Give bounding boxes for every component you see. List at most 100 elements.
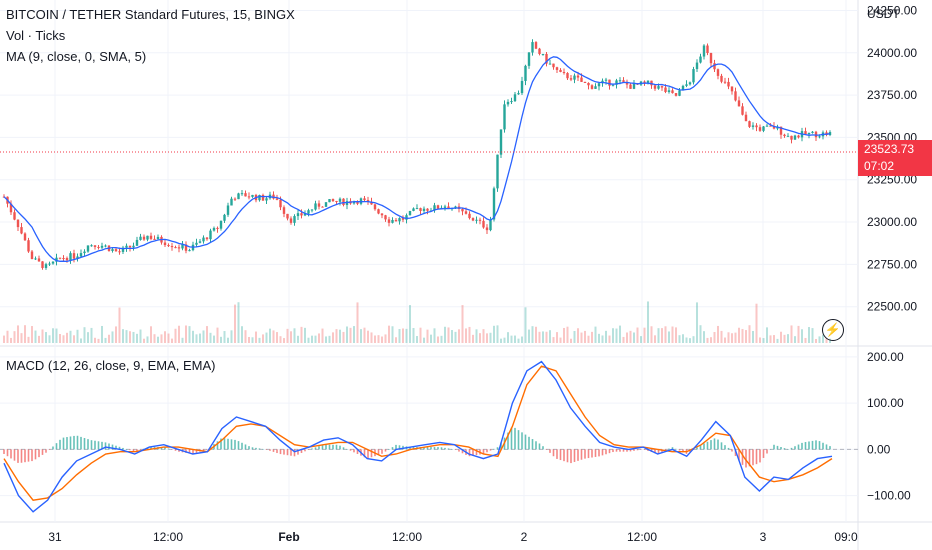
candle-body <box>408 210 412 216</box>
macd-histogram-bar <box>370 449 373 458</box>
macd-histogram-bar <box>412 447 415 450</box>
volume-bar <box>342 331 345 343</box>
macd-histogram-bar <box>108 443 110 450</box>
volume-bar <box>808 327 810 343</box>
macd-histogram-bar <box>486 449 488 453</box>
time-axis[interactable]: 31 12:00 Feb 12:00 2 12:00 3 09:0 <box>48 530 858 544</box>
volume-legend[interactable]: Vol · Ticks <box>6 28 66 43</box>
volume-bar <box>696 302 698 343</box>
candle-body <box>503 104 506 130</box>
candle-body <box>709 52 713 64</box>
macd-histogram-bar <box>447 448 450 450</box>
candle-body <box>202 237 205 242</box>
volume-bar <box>521 336 523 343</box>
volume-bar <box>248 336 250 343</box>
candle-body <box>156 236 160 240</box>
candle-body <box>520 80 524 94</box>
macd-axis[interactable]: −100.00 0.00 100.00 200.00 <box>867 350 911 503</box>
candle-body <box>569 78 573 80</box>
candle-body <box>261 195 265 201</box>
volume-bar <box>409 305 411 343</box>
price-tick-label: 24250.00 <box>867 3 917 17</box>
volume-bar <box>13 331 16 343</box>
volume-bar <box>55 328 58 343</box>
candle-body <box>583 81 587 84</box>
candle-body <box>797 135 800 138</box>
volume-bar <box>528 329 530 343</box>
volume-bar <box>440 335 443 343</box>
macd-histogram-bar <box>521 432 523 450</box>
macd-histogram-bar <box>727 447 730 450</box>
macd-histogram-bar <box>27 449 30 462</box>
candle-body <box>611 84 615 86</box>
candle-body <box>303 213 307 216</box>
volume-bar <box>332 332 334 343</box>
volume-bar <box>745 330 747 343</box>
candle-body <box>702 45 706 57</box>
candle-body <box>758 127 762 131</box>
candle-body <box>485 227 489 231</box>
macd-histogram-bar <box>500 442 502 450</box>
macd-histogram-bar <box>801 442 803 450</box>
price-tick-label: 23000.00 <box>867 215 917 229</box>
volume-bar <box>143 338 145 343</box>
volume-bar <box>510 335 513 343</box>
macd-histogram-bar <box>591 449 593 458</box>
candle-body <box>482 220 485 228</box>
macd-histogram-bar <box>409 446 411 450</box>
candle-body <box>307 210 310 214</box>
macd-histogram-bar <box>717 439 719 450</box>
candle-body <box>769 125 772 127</box>
macd-histogram-bar <box>363 449 366 458</box>
candle-body <box>275 198 279 200</box>
macd-histogram-bar <box>696 447 698 450</box>
candle-body <box>62 258 65 260</box>
macd-histogram-bar <box>489 449 492 451</box>
candle-body <box>664 87 667 92</box>
macd-histogram-bar <box>59 439 61 450</box>
volume-bar <box>591 331 593 343</box>
macd-histogram-bar <box>230 439 233 450</box>
macd-histogram-bar <box>475 449 478 456</box>
candle-body <box>660 86 664 88</box>
candle-body <box>517 93 520 95</box>
macd-histogram-bar <box>10 449 12 459</box>
macd-histogram-bar <box>248 446 250 450</box>
macd-histogram-bar <box>150 447 152 450</box>
macd-histogram-bar <box>822 442 824 450</box>
volume-bar <box>73 335 75 343</box>
candle-body <box>657 86 660 89</box>
volume-bar <box>115 326 117 343</box>
candle-body <box>405 215 408 220</box>
volume-bar <box>472 334 474 343</box>
macd-histogram-bar <box>318 446 320 450</box>
volume-bar <box>31 326 33 343</box>
candle-body <box>48 263 51 265</box>
ma-legend[interactable]: MA (9, close, 0, SMA, 5) <box>6 49 147 64</box>
candle-body <box>370 201 373 205</box>
volume-bar <box>276 332 278 343</box>
candle-body <box>69 253 72 261</box>
candle-body <box>209 230 212 240</box>
macd-histogram-bar <box>45 449 47 453</box>
time-tick-label: 31 <box>48 530 62 544</box>
chart-title[interactable]: BITCOIN / TETHER Standard Futures, 15, B… <box>6 7 295 22</box>
macd-histogram-bar <box>766 449 768 454</box>
volume-bar <box>185 325 187 343</box>
macd-histogram-bar <box>678 449 681 451</box>
volume-bar <box>489 332 492 343</box>
candle-body <box>223 214 226 221</box>
macd-histogram-bar <box>699 445 702 450</box>
macd-histogram-bar <box>444 447 446 450</box>
candle-body <box>531 42 534 53</box>
volume-bar <box>689 338 691 343</box>
macd-legend[interactable]: MACD (12, 26, close, 9, EMA, EMA) <box>6 358 216 373</box>
volume-bar <box>307 337 310 343</box>
macd-histogram-bar <box>612 449 614 453</box>
lightning-bolt-icon[interactable]: ⚡ <box>822 319 844 341</box>
volume-bar <box>752 330 754 343</box>
volume-bar <box>62 335 65 343</box>
volume-bar <box>437 336 439 343</box>
macd-histogram-bar <box>601 449 604 456</box>
